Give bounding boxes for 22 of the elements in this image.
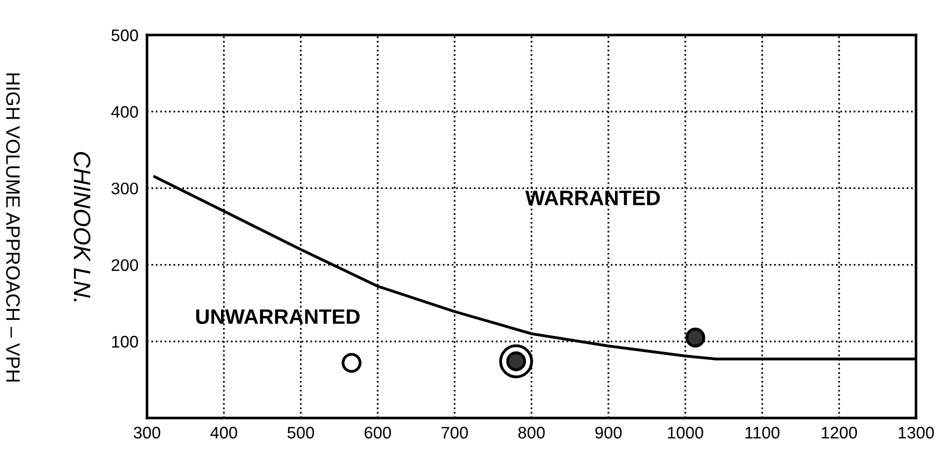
annotation: UNWARRANTED (196, 309, 360, 324)
x-tick-label: 300 (134, 426, 160, 439)
text: CHINOOK LN. (74, 152, 90, 302)
x-tick-label: 700 (442, 426, 468, 439)
x-tick-label: 1100 (746, 426, 780, 439)
y-tick-label: 100 (112, 336, 138, 348)
y-tick-label: 500 (112, 29, 138, 42)
x-tick-label: 500 (288, 426, 314, 439)
y-tick-label: 400 (111, 106, 138, 118)
y-tick-label: 200 (112, 259, 138, 272)
x-tick-label: 400 (210, 426, 238, 439)
point (685, 328, 706, 348)
point (342, 352, 362, 373)
y-axis-title: HIGH VOLUME APPROACH – VPH (6, 74, 20, 382)
x-tick-label: 900 (595, 426, 622, 439)
annotation: WARRANTED (525, 190, 660, 206)
x-tick-label: 800 (518, 426, 545, 439)
x-tick-label: 600 (364, 426, 391, 439)
x-tick-label: 1200 (822, 426, 857, 439)
x-tick-label: 1300 (898, 426, 934, 439)
x-tick-label: 1000 (668, 426, 704, 439)
y-tick-label: 300 (111, 182, 138, 194)
